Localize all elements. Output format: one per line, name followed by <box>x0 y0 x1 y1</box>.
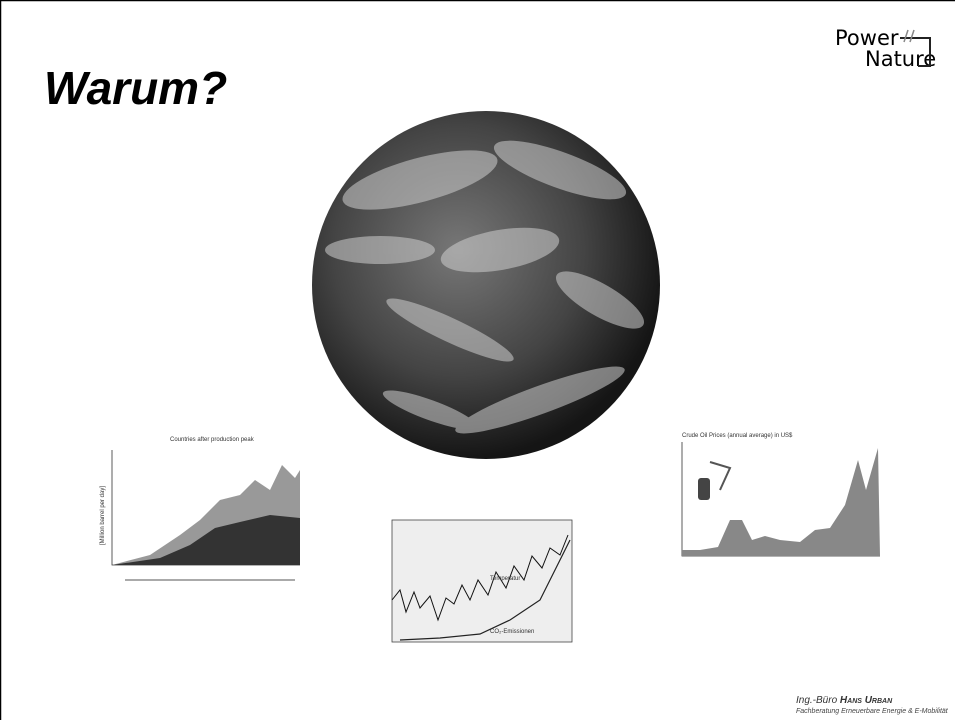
label-co2: CO₂-Emissionen <box>490 629 534 635</box>
barrel-icon <box>698 478 710 500</box>
footer-company: Ing.-Büro Hans Urban <box>796 695 893 706</box>
chart-y-label: [Million barrel per day] <box>100 486 106 545</box>
oil-production-chart: Countries after production peak [Million… <box>90 432 308 597</box>
slide-title: Warum? <box>44 62 227 114</box>
co2-temperature-chart: Temperatur CO₂-Emissionen <box>368 514 586 656</box>
footer-prefix: Ing.-Büro <box>796 695 838 706</box>
plot-area <box>392 520 572 642</box>
footer-name: Hans Urban <box>840 695 893 706</box>
footer-tagline: Fachberatung Erneuerbare Energie & E-Mob… <box>796 708 949 715</box>
label-temperature: Temperatur <box>490 576 520 582</box>
chart-title: Crude Oil Prices (annual average) in US$ <box>682 433 793 439</box>
logo-line2: Nature <box>865 47 936 71</box>
oil-price-chart: Crude Oil Prices (annual average) in US$ <box>668 428 886 568</box>
chart-title: Countries after production peak <box>170 437 255 443</box>
earth-image <box>312 111 660 459</box>
slide: Warum? Power Nature Countries after prod… <box>0 0 955 720</box>
